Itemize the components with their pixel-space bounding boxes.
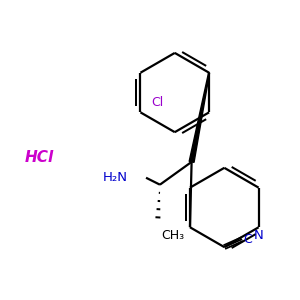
Text: C: C xyxy=(243,233,252,246)
Text: Cl: Cl xyxy=(152,96,164,110)
Text: H₂N: H₂N xyxy=(103,171,128,184)
Polygon shape xyxy=(189,73,210,162)
Text: HCl: HCl xyxy=(24,150,54,165)
Text: CH₃: CH₃ xyxy=(161,229,184,242)
Text: N: N xyxy=(254,229,264,242)
